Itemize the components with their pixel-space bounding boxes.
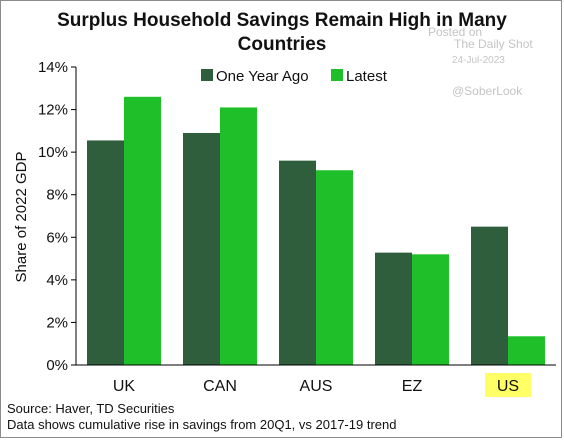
legend-swatch [331, 69, 343, 81]
watermark-posted: Posted on [428, 25, 483, 39]
bar-ez-latest [412, 254, 449, 365]
source-note: Source: Haver, TD Securities [7, 401, 175, 416]
y-tick-label: 2% [46, 314, 68, 331]
bar-us-latest [508, 336, 545, 365]
legend-label: Latest [346, 68, 388, 85]
y-tick-label: 8% [46, 187, 68, 204]
chart-title: Surplus Household Savings Remain High in… [0, 9, 564, 57]
legend-swatch [201, 69, 213, 81]
bar-uk-latest [124, 96, 161, 366]
bar-can-latest [220, 107, 257, 365]
data-note: Data shows cumulative rise in savings fr… [7, 417, 397, 432]
bar-can-one-year-ago [183, 132, 220, 365]
watermark-date: 24-Jul-2023 [452, 55, 505, 66]
bar-us-one-year-ago [471, 226, 508, 365]
legend-label: One Year Ago [216, 68, 309, 85]
chart-title-line-2: Countries [237, 34, 327, 55]
watermark-handle: @SoberLook [452, 84, 523, 98]
y-tick-label: 0% [46, 357, 68, 374]
x-tick-label: AUS [300, 378, 333, 395]
y-axis-label: Share of 2022 GDP [13, 152, 30, 283]
y-tick-label: 14% [38, 59, 68, 76]
x-tick-label: EZ [402, 378, 423, 395]
y-tick-label: 10% [38, 144, 68, 161]
bar-ez-one-year-ago [375, 252, 412, 365]
y-tick-label: 12% [38, 102, 68, 119]
y-tick-label: 4% [46, 272, 68, 289]
x-tick-label: US [497, 378, 519, 395]
x-tick-label: UK [113, 378, 136, 395]
bar-aus-latest [316, 170, 353, 365]
watermark-source: The Daily Shot [454, 37, 533, 51]
chart-title-line-1: Surplus Household Savings Remain High in… [57, 10, 507, 31]
bar-aus-one-year-ago [279, 160, 316, 365]
x-tick-label: CAN [203, 378, 237, 395]
bar-uk-one-year-ago [87, 140, 124, 365]
y-tick-label: 6% [46, 229, 68, 246]
category-highlight [485, 373, 531, 397]
